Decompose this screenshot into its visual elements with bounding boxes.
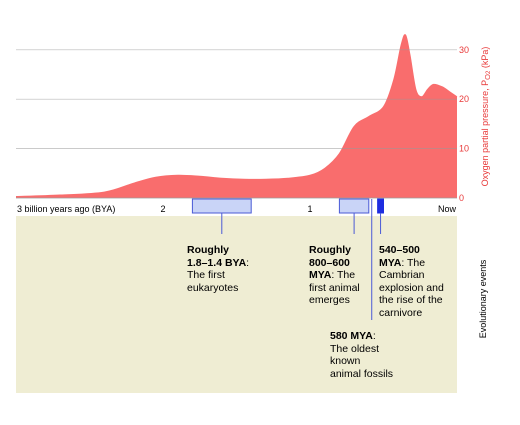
x-tick-label: Now xyxy=(438,204,457,214)
x-tick-label: 3 billion years ago (BYA) xyxy=(17,204,115,214)
event-text: : The oldest known animal fossils xyxy=(330,330,394,380)
event-range-box xyxy=(191,198,252,214)
event-text: : The Cambrian explosion and the rise of… xyxy=(379,256,444,319)
event-title: Roughly 800–600 MYA xyxy=(309,244,351,281)
x-tick-label: 2 xyxy=(160,204,165,214)
event-label: 580 MYA: The oldest known animal fossils xyxy=(330,330,393,380)
event-title: 580 MYA xyxy=(330,330,373,342)
event-range-box xyxy=(338,198,370,214)
y-tick-label: 0 xyxy=(459,193,464,203)
y-tick-label: 10 xyxy=(459,144,469,154)
event-title: Roughly 1.8–1.4 BYA xyxy=(187,244,247,269)
oxygen-area xyxy=(16,34,457,198)
y-tick-label: 30 xyxy=(459,45,469,55)
event-label: 540–500 MYA: The Cambrian explosion and … xyxy=(379,244,444,319)
y-axis-label: Oxygen partial pressure, PO2 (kPa) xyxy=(480,47,492,187)
event-text: : The first animal emerges xyxy=(309,269,360,306)
events-panel xyxy=(16,205,457,393)
event-range-box xyxy=(377,198,384,214)
oxygen-line xyxy=(15,34,458,198)
y-tick-label: 20 xyxy=(459,94,469,104)
events-side-label: Evolutionary events xyxy=(478,259,488,338)
event-text: : The first eukaryotes xyxy=(187,256,250,294)
event-label: Roughly 1.8–1.4 BYA: The first eukaryote… xyxy=(187,244,249,294)
x-tick-label: 1 xyxy=(307,204,312,214)
event-label: Roughly 800–600 MYA: The first animal em… xyxy=(309,244,360,307)
event-title: 540–500 MYA xyxy=(379,244,420,269)
